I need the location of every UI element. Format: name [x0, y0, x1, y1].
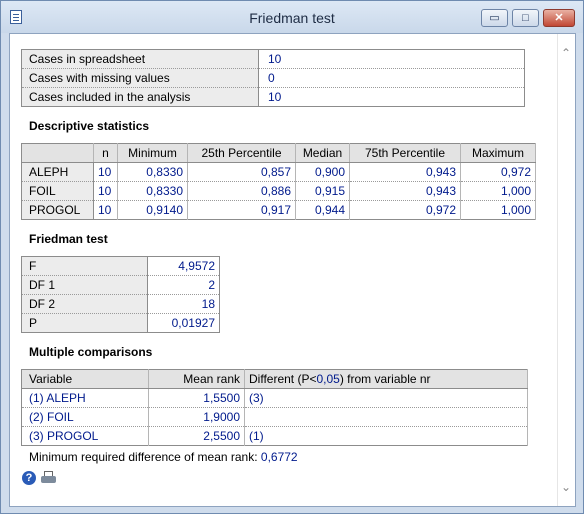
cell-different: (3)	[244, 388, 528, 408]
table-row: DF 2 18	[21, 294, 220, 314]
stat-label: P	[21, 313, 148, 333]
vertical-scrollbar[interactable]: ⌃ ⌄	[557, 34, 575, 506]
friedman-heading: Friedman test	[29, 232, 108, 246]
row-label: ALEPH	[21, 162, 94, 182]
document-icon	[10, 10, 22, 24]
column-header: Variable	[21, 369, 149, 389]
column-header-different: Different (P<0,05) from variable nr	[244, 369, 528, 389]
cell-p25: 0,886	[187, 181, 296, 201]
title-bar[interactable]: Friedman test ▭ □ ✕	[1, 1, 583, 33]
cell-variable: (3) PROGOL	[21, 426, 149, 446]
scroll-up-icon[interactable]: ⌃	[561, 46, 572, 60]
min-difference-label: Minimum required difference of mean rank…	[29, 450, 258, 464]
cell-minimum: 0,8330	[117, 181, 188, 201]
table-row: PROGOL 10 0,9140 0,917 0,944 0,972 1,000	[21, 200, 536, 220]
cell-p75: 0,943	[349, 162, 461, 182]
scroll-down-icon[interactable]: ⌄	[561, 480, 572, 494]
results-panel: Cases in spreadsheet 10 Cases with missi…	[9, 33, 576, 507]
cell-p25: 0,857	[187, 162, 296, 182]
table-row: ALEPH 10 0,8330 0,857 0,900 0,943 0,972	[21, 162, 536, 182]
table-row: P 0,01927	[21, 313, 220, 333]
cases-value: 0	[258, 68, 525, 88]
print-icon[interactable]	[41, 471, 57, 485]
cell-different: (1)	[244, 426, 528, 446]
header-text: Different (P<	[249, 372, 317, 386]
cases-value: 10	[258, 49, 525, 69]
stat-value: 18	[147, 294, 220, 314]
cell-minimum: 0,9140	[117, 200, 188, 220]
comparisons-table: Variable Mean rank Different (P<0,05) fr…	[21, 369, 528, 446]
cell-p75: 0,943	[349, 181, 461, 201]
cases-label: Cases in spreadsheet	[21, 49, 259, 69]
alpha-value: 0,05	[316, 372, 340, 386]
table-header-row: n Minimum 25th Percentile Median 75th Pe…	[21, 143, 536, 163]
window-title: Friedman test	[249, 10, 335, 26]
cell-mean-rank: 1,5500	[148, 388, 245, 408]
cell-median: 0,915	[295, 181, 350, 201]
min-difference-value: 0,6772	[260, 450, 298, 464]
stat-value: 2	[147, 275, 220, 295]
stat-value: 0,01927	[147, 313, 220, 333]
row-label: FOIL	[21, 181, 94, 201]
cell-p75: 0,972	[349, 200, 461, 220]
cell-variable: (1) ALEPH	[21, 388, 149, 408]
table-header-row: Variable Mean rank Different (P<0,05) fr…	[21, 369, 528, 389]
header-text: ) from variable nr	[339, 372, 431, 386]
descriptive-table: n Minimum 25th Percentile Median 75th Pe…	[21, 143, 536, 220]
min-difference-line: Minimum required difference of mean rank…	[29, 450, 298, 464]
table-row: (3) PROGOL 2,5500 (1)	[21, 426, 528, 446]
stat-value: 4,9572	[147, 256, 220, 276]
cell-maximum: 1,000	[460, 181, 536, 201]
column-header	[21, 143, 94, 163]
table-row: (2) FOIL 1,9000	[21, 407, 528, 427]
stat-label: F	[21, 256, 148, 276]
friedman-table: F 4,9572 DF 1 2 DF 2 18 P 0,01927	[21, 256, 220, 333]
column-header: Minimum	[117, 143, 188, 163]
cell-mean-rank: 1,9000	[148, 407, 245, 427]
column-header: Maximum	[460, 143, 536, 163]
close-button[interactable]: ✕	[543, 9, 575, 27]
table-row: (1) ALEPH 1,5500 (3)	[21, 388, 528, 408]
table-row: Cases with missing values 0	[21, 68, 525, 88]
cell-mean-rank: 2,5500	[148, 426, 245, 446]
cell-median: 0,944	[295, 200, 350, 220]
column-header: Mean rank	[148, 369, 245, 389]
cell-variable: (2) FOIL	[21, 407, 149, 427]
descriptive-heading: Descriptive statistics	[29, 119, 150, 133]
column-header: n	[93, 143, 118, 163]
maximize-button[interactable]: □	[512, 9, 539, 27]
cell-different	[244, 407, 528, 427]
help-icon[interactable]: ?	[22, 471, 36, 485]
table-row: F 4,9572	[21, 256, 220, 276]
stat-label: DF 1	[21, 275, 148, 295]
cell-maximum: 0,972	[460, 162, 536, 182]
comparisons-heading: Multiple comparisons	[29, 345, 153, 359]
table-row: FOIL 10 0,8330 0,886 0,915 0,943 1,000	[21, 181, 536, 201]
cell-p25: 0,917	[187, 200, 296, 220]
cell-n: 10	[93, 162, 118, 182]
cases-table: Cases in spreadsheet 10 Cases with missi…	[21, 49, 525, 107]
cases-label: Cases included in the analysis	[21, 87, 259, 107]
stat-label: DF 2	[21, 294, 148, 314]
cell-median: 0,900	[295, 162, 350, 182]
cell-n: 10	[93, 181, 118, 201]
column-header: Median	[295, 143, 350, 163]
table-row: Cases in spreadsheet 10	[21, 49, 525, 69]
cell-n: 10	[93, 200, 118, 220]
column-header: 25th Percentile	[187, 143, 296, 163]
cell-maximum: 1,000	[460, 200, 536, 220]
minimize-button[interactable]: ▭	[481, 9, 508, 27]
table-row: DF 1 2	[21, 275, 220, 295]
cell-minimum: 0,8330	[117, 162, 188, 182]
cases-label: Cases with missing values	[21, 68, 259, 88]
cases-value: 10	[258, 87, 525, 107]
table-row: Cases included in the analysis 10	[21, 87, 525, 107]
row-label: PROGOL	[21, 200, 94, 220]
print-body	[41, 476, 56, 483]
column-header: 75th Percentile	[349, 143, 461, 163]
